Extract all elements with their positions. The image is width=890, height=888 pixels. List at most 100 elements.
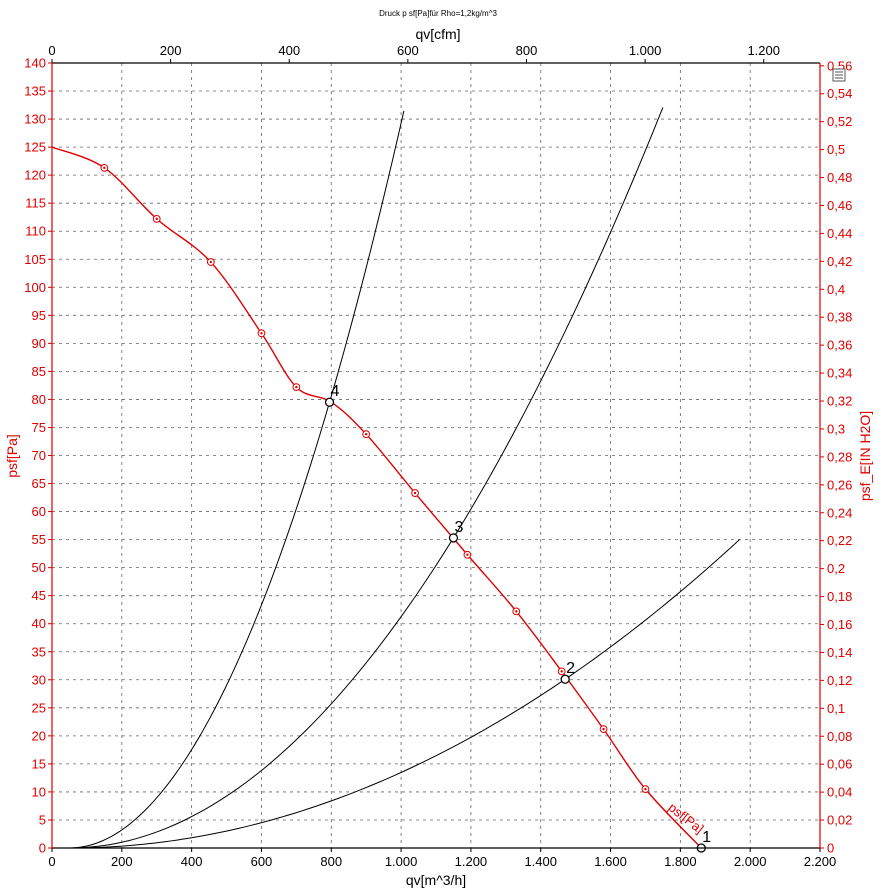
chart-title: Druck p sf[Pa]für Rho=1,2kg/m^3 bbox=[379, 9, 497, 18]
marker-dot bbox=[260, 332, 263, 335]
x2-tick-label: 600 bbox=[397, 43, 419, 58]
x-tick-label: 1.600 bbox=[594, 854, 627, 869]
y-tick-label: 70 bbox=[32, 448, 46, 463]
y2-tick-label: 0,52 bbox=[827, 114, 852, 129]
y2-tick-label: 0,48 bbox=[827, 170, 852, 185]
x2-tick-label: 0 bbox=[48, 43, 55, 58]
y-tick-label: 55 bbox=[32, 532, 46, 547]
x2-tick-label: 1.200 bbox=[747, 43, 780, 58]
operating-point-label: 3 bbox=[454, 519, 463, 536]
y2-tick-label: 0,46 bbox=[827, 198, 852, 213]
x-tick-label: 400 bbox=[181, 854, 203, 869]
fan-curve-marker bbox=[641, 785, 650, 794]
y2-tick-label: 0,02 bbox=[827, 813, 852, 828]
y-tick-label: 100 bbox=[24, 280, 46, 295]
y-tick-label: 90 bbox=[32, 336, 46, 351]
marker-dot bbox=[103, 166, 106, 170]
x2-tick-label: 400 bbox=[278, 43, 300, 58]
marker-dot bbox=[413, 491, 417, 495]
tick-labels: 0 200 400 600 800 1.000 1.200 1.400 1.600 1.800 2.… bbox=[24, 43, 852, 869]
y2-tick-label: 0,32 bbox=[827, 394, 852, 409]
y2-tick-label: 0,36 bbox=[827, 338, 852, 353]
x2-axis-title: qv[cfm] bbox=[415, 26, 460, 42]
y-tick-label: 25 bbox=[32, 700, 46, 715]
y2-tick-label: 0,26 bbox=[827, 477, 852, 492]
y-tick-label: 35 bbox=[32, 644, 46, 659]
x-tick-label: 2.000 bbox=[734, 854, 767, 869]
operating-point: 4 bbox=[324, 383, 340, 407]
y2-tick-label: 0,18 bbox=[827, 589, 852, 604]
operating-point: 2 bbox=[560, 660, 575, 684]
y-tick-label: 15 bbox=[32, 756, 46, 771]
fan-curve-marker bbox=[152, 214, 161, 223]
y2-tick-label: 0,24 bbox=[827, 505, 852, 520]
marker-dot bbox=[466, 553, 469, 556]
grid-lines bbox=[52, 63, 820, 848]
operating-point-label: 1 bbox=[702, 829, 711, 846]
x2-tick-label: 200 bbox=[160, 43, 182, 58]
x-tick-label: 800 bbox=[320, 854, 342, 869]
fan-curve-marker bbox=[100, 163, 109, 172]
fan-curve-marker bbox=[411, 489, 419, 497]
y-tick-label: 50 bbox=[32, 560, 46, 575]
operating-point-label: 4 bbox=[331, 383, 340, 400]
fan-curve-marker bbox=[292, 383, 301, 391]
fan-curve-marker bbox=[512, 607, 521, 616]
marker-dot bbox=[644, 787, 647, 791]
y2-tick-label: 0,28 bbox=[827, 449, 852, 464]
system-curve bbox=[69, 539, 741, 849]
y-tick-label: 115 bbox=[25, 196, 46, 211]
y2-tick-label: 0,44 bbox=[827, 226, 852, 241]
marker-dot bbox=[560, 670, 563, 673]
y-tick-label: 60 bbox=[32, 504, 46, 519]
marker-dot bbox=[155, 217, 158, 221]
y2-tick-label: 0,12 bbox=[827, 673, 852, 688]
x-axis-title: qv[m^3/h] bbox=[406, 872, 466, 888]
y2-tick-label: 0,06 bbox=[827, 757, 852, 772]
y2-tick-label: 0,1 bbox=[827, 701, 845, 716]
y2-tick-label: 0,5 bbox=[827, 142, 845, 157]
x-tick-label: 2.200 bbox=[804, 854, 837, 869]
marker-dot bbox=[209, 260, 213, 264]
fan-curve-marker bbox=[257, 329, 266, 338]
x-tick-label: 1.000 bbox=[385, 854, 418, 869]
y-tick-label: 125 bbox=[24, 140, 46, 155]
y-tick-label: 10 bbox=[32, 784, 46, 799]
y-tick-label: 130 bbox=[24, 112, 46, 127]
x2-tick-label: 1.000 bbox=[629, 43, 662, 58]
y2-axis-title: psf_E[IN H2O] bbox=[857, 411, 873, 501]
marker-dot bbox=[602, 727, 605, 731]
y-tick-label: 75 bbox=[32, 420, 46, 435]
marker-dot bbox=[364, 432, 368, 436]
y-axis-title: psf[Pa] bbox=[4, 434, 20, 478]
x-tick-label: 600 bbox=[251, 854, 273, 869]
operating-point-circle bbox=[448, 533, 459, 543]
marker-dot bbox=[515, 610, 518, 613]
y2-tick-label: 0,42 bbox=[827, 254, 852, 269]
marker-dot bbox=[295, 385, 298, 389]
fan-curve-marker bbox=[463, 550, 472, 559]
operating-point-circle bbox=[560, 674, 570, 684]
y-tick-label: 140 bbox=[24, 56, 46, 71]
y2-tick-label: 0,16 bbox=[827, 617, 852, 632]
y-tick-label: 5 bbox=[39, 812, 46, 827]
fan-curve-marker bbox=[557, 667, 566, 676]
y2-tick-label: 0,22 bbox=[827, 533, 852, 548]
y-tick-label: 65 bbox=[32, 476, 46, 491]
y-tick-label: 80 bbox=[32, 392, 46, 407]
y2-tick-label: 0,38 bbox=[827, 310, 852, 325]
y-tick-label: 120 bbox=[24, 168, 46, 183]
x-tick-label: 1.200 bbox=[455, 854, 488, 869]
y2-tick-label: 0,14 bbox=[827, 645, 852, 660]
y-tick-label: 45 bbox=[32, 588, 46, 603]
x-tick-label: 200 bbox=[111, 854, 133, 869]
legend-icon[interactable] bbox=[832, 68, 846, 82]
system-curve bbox=[69, 110, 405, 849]
operating-point-label: 2 bbox=[566, 660, 575, 677]
y-tick-label: 85 bbox=[32, 364, 46, 379]
y-tick-label: 40 bbox=[32, 616, 46, 631]
x2-tick-label: 800 bbox=[516, 43, 538, 58]
y-tick-label: 0 bbox=[39, 841, 46, 856]
system-curve bbox=[69, 107, 664, 849]
